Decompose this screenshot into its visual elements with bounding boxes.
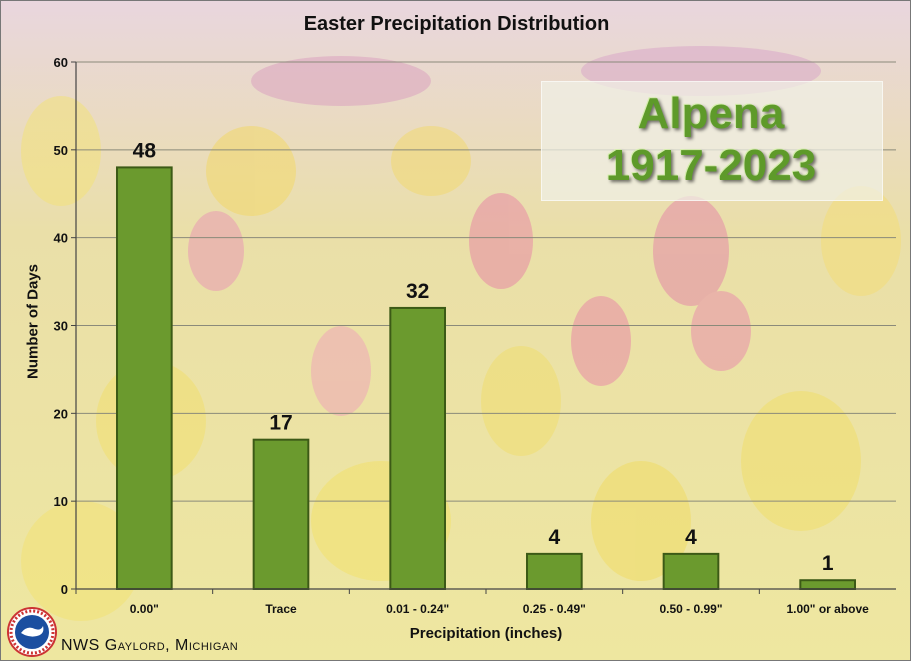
y-tick-label: 40: [54, 231, 68, 246]
bar-value-label: 32: [406, 280, 429, 303]
y-tick-label: 0: [61, 582, 68, 597]
bar: [799, 579, 856, 591]
x-tick-label: 0.25 - 0.49": [523, 602, 586, 616]
y-tick-label: 30: [54, 319, 68, 334]
location-annotation: Alpena: [637, 89, 785, 138]
bar-value-label: 17: [269, 412, 292, 435]
y-tick-label: 20: [54, 406, 68, 421]
y-axis-label: Number of Days: [24, 263, 42, 380]
bar-value-label: 1: [822, 552, 834, 575]
bar-value-label: 48: [133, 139, 157, 162]
x-tick-label: 1.00" or above: [786, 602, 869, 616]
y-tick-label: 50: [54, 143, 68, 158]
y-tick-label: 10: [54, 494, 68, 509]
x-tick-label: 0.50 - 0.99": [659, 602, 722, 616]
bar-value-labels: 48 17 32 4 4 1: [133, 139, 834, 575]
x-axis-label: Precipitation (inches): [409, 625, 563, 642]
x-axis-ticks: 0.00" Trace 0.01 - 0.24" 0.25 - 0.49" 0.50 -…: [75, 589, 869, 616]
bar: [116, 166, 173, 590]
x-tick-label: 0.00": [130, 602, 159, 616]
bar: [662, 552, 720, 590]
bar-value-label: 4: [685, 526, 697, 549]
x-tick-label: Trace: [265, 602, 297, 616]
bar: [389, 306, 447, 590]
footer-credit: NWS Gaylord, Michigan: [61, 637, 239, 654]
annotation-box: [541, 81, 883, 201]
bar-value-label: 4: [548, 526, 560, 549]
y-tick-label: 60: [54, 55, 68, 70]
bars: [116, 166, 856, 591]
y-axis-ticks: 0 10 20 30 40 50 60: [54, 55, 76, 597]
chart-title: Easter Precipitation Distribution: [303, 13, 610, 35]
x-tick-label: 0.01 - 0.24": [386, 602, 449, 616]
nws-logo-icon: [7, 607, 57, 657]
bar: [526, 552, 583, 590]
period-annotation: 1917-2023: [605, 141, 817, 190]
bar: [252, 438, 310, 590]
